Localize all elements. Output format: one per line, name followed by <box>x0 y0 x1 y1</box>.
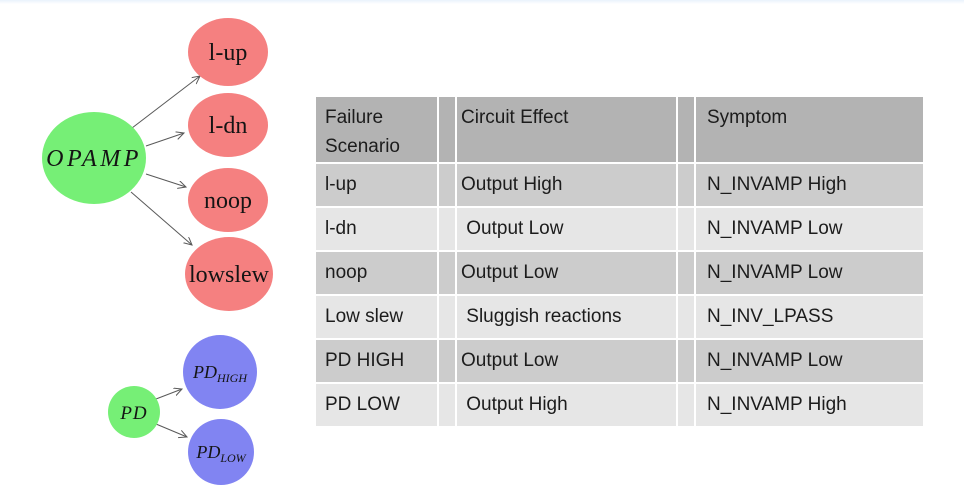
header-symptom: Symptom <box>696 97 923 162</box>
edge-pd-pdlow <box>155 423 187 437</box>
cell-effect: Output Low <box>457 340 676 382</box>
cell-symptom: N_INVAMP High <box>696 384 923 426</box>
node-pd-high-label: PDHIGH <box>192 362 248 385</box>
table-header-row: Failure Scenario Circuit Effect Symptom <box>316 97 923 162</box>
edge-opamp-noop <box>145 173 186 187</box>
cell-effect: Output High <box>457 164 676 206</box>
spacer-cell <box>678 384 694 426</box>
pd-high-base: PD <box>192 362 217 382</box>
node-opamp-label: OPAMP <box>46 146 142 172</box>
header-spacer-cell <box>439 97 455 162</box>
cell-scenario: l-dn <box>316 208 437 250</box>
cell-symptom: N_INV_LPASS <box>696 296 923 338</box>
failure-symptom-table: Failure Scenario Circuit Effect Symptom … <box>314 95 925 428</box>
node-noop-label: noop <box>204 188 252 214</box>
node-pd-low: PDLOW <box>188 419 254 485</box>
cell-symptom: N_INVAMP Low <box>696 340 923 382</box>
table-row: noop Output Low N_INVAMP Low <box>316 252 923 294</box>
node-pd-low-label: PDLOW <box>195 442 246 465</box>
edge-opamp-lowslew <box>130 191 192 245</box>
cell-effect: Output Low <box>457 252 676 294</box>
node-l-up-label: l-up <box>209 40 248 66</box>
header-spacer-cell <box>678 97 694 162</box>
spacer-cell <box>439 208 455 250</box>
table-row: PD HIGH Output Low N_INVAMP Low <box>316 340 923 382</box>
cell-scenario: l-up <box>316 164 437 206</box>
cell-scenario: Low slew <box>316 296 437 338</box>
edge-pd-pdhigh <box>155 389 182 400</box>
pd-high-subscript: HIGH <box>216 371 248 385</box>
node-noop: noop <box>188 168 268 232</box>
cell-effect: Output Low <box>457 208 676 250</box>
fault-tree-diagram: OPAMP l-up l-dn noop lowslew PD PDHIGH P… <box>42 18 273 485</box>
table-row: l-dn Output Low N_INVAMP Low <box>316 208 923 250</box>
cell-scenario: noop <box>316 252 437 294</box>
pd-low-subscript: LOW <box>219 451 246 465</box>
spacer-cell <box>439 340 455 382</box>
cell-effect: Output High <box>457 384 676 426</box>
node-lowslew: lowslew <box>185 237 273 311</box>
edge-opamp-lup <box>131 76 200 129</box>
table-row: Low slew Sluggish reactions N_INV_LPASS <box>316 296 923 338</box>
spacer-cell <box>678 208 694 250</box>
node-pd-label: PD <box>119 403 147 424</box>
spacer-cell <box>439 252 455 294</box>
node-l-up: l-up <box>188 18 268 86</box>
spacer-cell <box>439 296 455 338</box>
node-pd: PD <box>108 386 160 438</box>
cell-symptom: N_INVAMP High <box>696 164 923 206</box>
cell-scenario: PD HIGH <box>316 340 437 382</box>
table-row: PD LOW Output High N_INVAMP High <box>316 384 923 426</box>
pd-low-base: PD <box>195 442 220 462</box>
cell-effect: Sluggish reactions <box>457 296 676 338</box>
edge-opamp-ldn <box>145 133 184 147</box>
node-l-dn: l-dn <box>188 93 268 157</box>
node-l-dn-label: l-dn <box>209 113 248 139</box>
node-pd-high: PDHIGH <box>183 335 257 409</box>
slide-top-edge <box>0 0 964 4</box>
spacer-cell <box>678 252 694 294</box>
header-circuit-effect: Circuit Effect <box>457 97 676 162</box>
spacer-cell <box>439 164 455 206</box>
spacer-cell <box>439 384 455 426</box>
spacer-cell <box>678 164 694 206</box>
spacer-cell <box>678 296 694 338</box>
header-failure-scenario: Failure Scenario <box>316 97 437 162</box>
cell-symptom: N_INVAMP Low <box>696 252 923 294</box>
spacer-cell <box>678 340 694 382</box>
node-lowslew-label: lowslew <box>189 262 270 288</box>
node-opamp: OPAMP <box>42 112 146 204</box>
table-row: l-up Output High N_INVAMP High <box>316 164 923 206</box>
cell-symptom: N_INVAMP Low <box>696 208 923 250</box>
cell-scenario: PD LOW <box>316 384 437 426</box>
